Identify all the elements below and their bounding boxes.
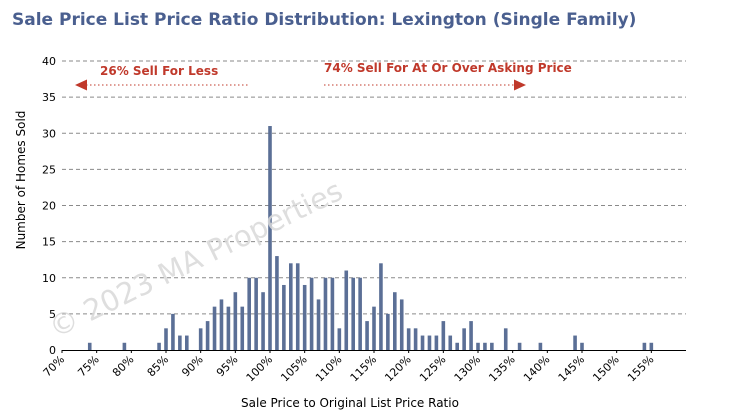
bar [233, 292, 238, 350]
bar [358, 277, 362, 350]
bar [483, 342, 487, 350]
x-tick-label: 85% [145, 353, 171, 379]
x-tick-label: 135% [486, 353, 517, 384]
bar [344, 270, 349, 350]
bar [268, 126, 272, 351]
x-axis-label: Sale Price to Original List Price Ratio [241, 396, 459, 410]
bar [413, 328, 418, 350]
bar [393, 292, 397, 350]
y-tick-label: 40 [42, 55, 56, 68]
grid-lines [62, 60, 686, 315]
bar [185, 335, 189, 350]
x-tick-label: 70% [41, 353, 67, 379]
bar [337, 328, 342, 350]
watermark: © 2023 MA Properties [44, 173, 348, 345]
bar [503, 328, 508, 350]
x-tick-label: 115% [348, 353, 379, 384]
x-tick-label: 145% [556, 353, 587, 384]
bar [226, 306, 231, 350]
bar [164, 328, 168, 350]
arrow-left-icon [75, 79, 87, 91]
bar [157, 342, 161, 350]
bar [386, 313, 390, 350]
bar [469, 321, 473, 350]
bar [441, 321, 446, 350]
bars [87, 126, 654, 351]
x-tick-label: 100% [244, 353, 275, 384]
y-tick-label: 0 [49, 344, 56, 357]
bar [476, 342, 480, 350]
bar [455, 342, 459, 350]
bar [122, 342, 127, 350]
bar [205, 321, 210, 350]
y-tick-label: 10 [42, 272, 56, 285]
y-tick-labels: 0 5 10 15 20 25 30 35 40 [42, 55, 56, 357]
bar [219, 299, 224, 350]
y-tick-label: 15 [42, 236, 56, 249]
y-tick-label: 30 [42, 127, 56, 140]
x-tick-label: 105% [278, 353, 309, 384]
bar [316, 299, 321, 350]
x-tick-label: 140% [521, 353, 552, 384]
bar [490, 342, 494, 350]
bar [254, 277, 258, 350]
x-tick-label: 80% [110, 353, 136, 379]
bar [434, 335, 439, 350]
bar [462, 328, 466, 350]
x-tick-label: 150% [590, 353, 621, 384]
bar [420, 335, 425, 350]
bar [517, 342, 522, 350]
bar [247, 277, 251, 350]
bar [538, 342, 543, 350]
x-tick-label: 120% [382, 353, 413, 384]
bar [282, 284, 286, 350]
bar [240, 306, 245, 350]
bar [580, 342, 584, 350]
bar [573, 335, 577, 350]
bar [365, 321, 369, 350]
bar [642, 342, 647, 350]
bar [289, 263, 293, 350]
bar [275, 256, 279, 350]
x-tick-labels: 70% 75% 80% 85% 90% 95% 100% 105% 110% 115% 120% 12… [41, 350, 656, 384]
bar [399, 299, 404, 350]
bar [295, 263, 300, 350]
annotation-left: 26% Sell For Less [100, 64, 218, 78]
bar [406, 328, 411, 350]
bar [178, 335, 182, 350]
bar [379, 263, 383, 350]
bar [330, 277, 335, 350]
bar [372, 306, 376, 350]
y-tick-label: 25 [42, 163, 56, 176]
bar [351, 277, 355, 350]
chart-title: Sale Price List Price Ratio Distribution… [12, 10, 636, 30]
bar [309, 277, 314, 350]
x-tick-label: 90% [179, 353, 205, 379]
bar [427, 335, 432, 350]
x-tick-label: 125% [417, 353, 448, 384]
bar [171, 313, 175, 350]
y-tick-label: 35 [42, 91, 56, 104]
bar [198, 328, 203, 350]
x-tick-label: 75% [75, 353, 101, 379]
bar [261, 292, 265, 350]
y-tick-label: 20 [42, 200, 56, 213]
bar [649, 342, 654, 350]
arrow-right-icon [514, 79, 526, 91]
bar [212, 306, 217, 350]
bar [448, 335, 453, 350]
x-tick-label: 95% [214, 353, 240, 379]
bar [87, 342, 92, 350]
annotation-right: 74% Sell For At Or Over Asking Price [324, 61, 572, 75]
x-tick-label: 155% [625, 353, 656, 384]
bar [323, 277, 328, 350]
x-tick-label: 130% [452, 353, 483, 384]
x-tick-label: 110% [313, 353, 344, 384]
y-tick-label: 5 [49, 308, 56, 321]
bar [302, 284, 307, 350]
y-axis-label: Number of Homes Sold [14, 111, 28, 250]
